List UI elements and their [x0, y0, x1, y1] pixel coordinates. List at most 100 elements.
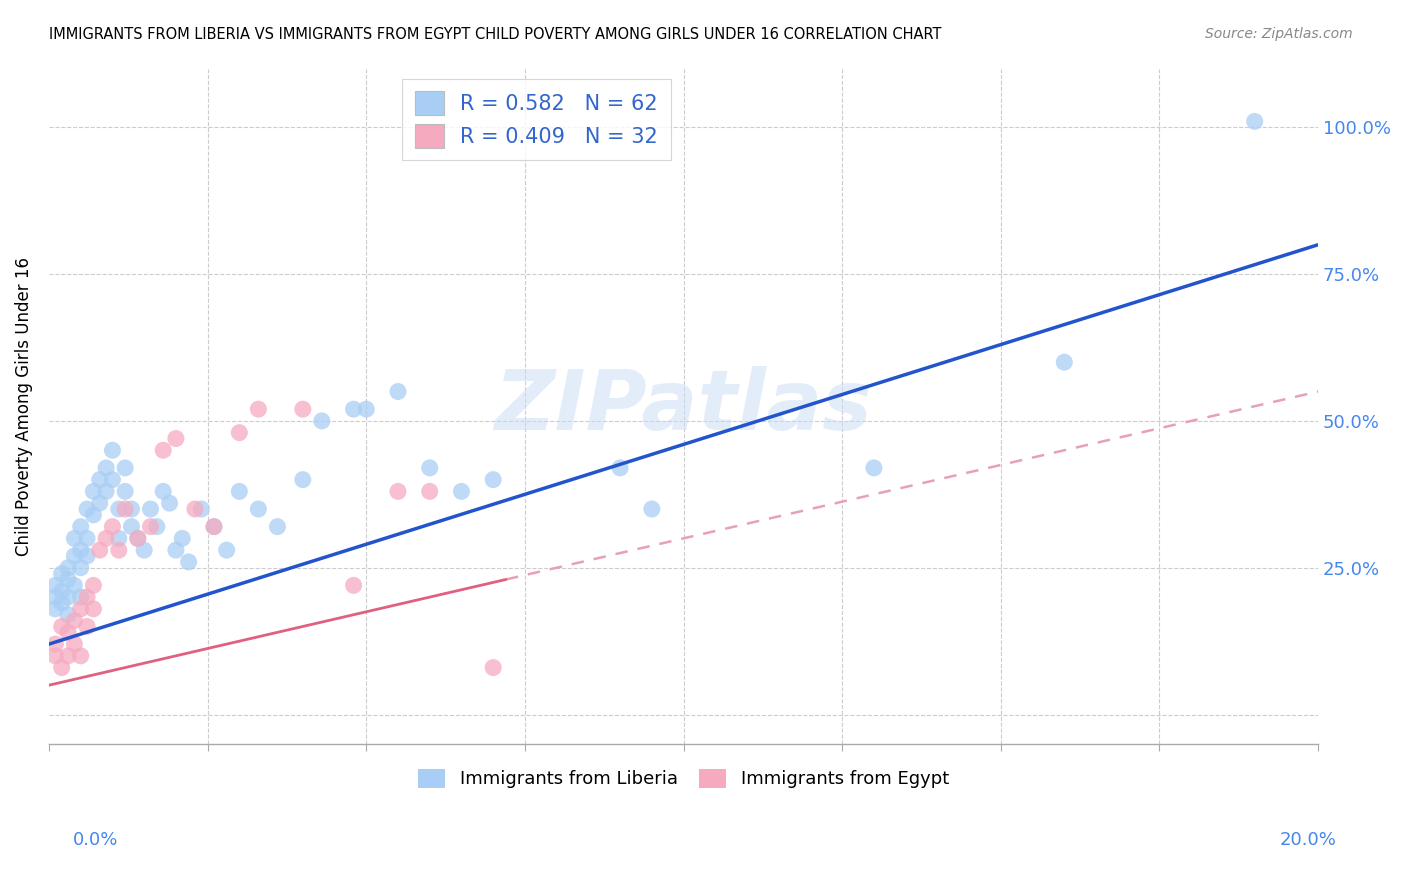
Point — [94, 484, 117, 499]
Point — [387, 384, 409, 399]
Point — [82, 508, 104, 522]
Point — [51, 584, 73, 599]
Point — [127, 532, 149, 546]
Point — [482, 660, 505, 674]
Point — [63, 578, 86, 592]
Point — [387, 484, 409, 499]
Point — [94, 461, 117, 475]
Point — [76, 590, 98, 604]
Point — [190, 502, 212, 516]
Point — [114, 461, 136, 475]
Point — [121, 502, 143, 516]
Point — [101, 519, 124, 533]
Point — [51, 566, 73, 581]
Point — [1053, 355, 1076, 369]
Point — [863, 461, 886, 475]
Point — [134, 543, 156, 558]
Point — [56, 590, 79, 604]
Point — [63, 637, 86, 651]
Point — [44, 590, 66, 604]
Point — [56, 625, 79, 640]
Point — [82, 484, 104, 499]
Point — [641, 502, 664, 516]
Point — [291, 402, 314, 417]
Point — [121, 519, 143, 533]
Point — [107, 532, 129, 546]
Point — [63, 614, 86, 628]
Point — [450, 484, 472, 499]
Point — [114, 502, 136, 516]
Point — [51, 596, 73, 610]
Y-axis label: Child Poverty Among Girls Under 16: Child Poverty Among Girls Under 16 — [15, 257, 32, 556]
Point — [152, 443, 174, 458]
Point — [44, 578, 66, 592]
Point — [56, 607, 79, 622]
Point — [127, 532, 149, 546]
Point — [419, 484, 441, 499]
Text: Source: ZipAtlas.com: Source: ZipAtlas.com — [1205, 27, 1353, 41]
Point — [342, 402, 364, 417]
Point — [342, 578, 364, 592]
Point — [202, 519, 225, 533]
Point — [89, 473, 111, 487]
Point — [247, 402, 270, 417]
Text: IMMIGRANTS FROM LIBERIA VS IMMIGRANTS FROM EGYPT CHILD POVERTY AMONG GIRLS UNDER: IMMIGRANTS FROM LIBERIA VS IMMIGRANTS FR… — [49, 27, 942, 42]
Point — [114, 484, 136, 499]
Point — [56, 560, 79, 574]
Point — [107, 543, 129, 558]
Point — [159, 496, 181, 510]
Point — [152, 484, 174, 499]
Point — [63, 532, 86, 546]
Point — [482, 473, 505, 487]
Point — [609, 461, 631, 475]
Text: ZIPatlas: ZIPatlas — [495, 366, 873, 447]
Point — [69, 602, 91, 616]
Point — [291, 473, 314, 487]
Point — [76, 549, 98, 563]
Point — [165, 543, 187, 558]
Point — [139, 519, 162, 533]
Point — [184, 502, 207, 516]
Point — [101, 443, 124, 458]
Point — [419, 461, 441, 475]
Point — [76, 502, 98, 516]
Point — [215, 543, 238, 558]
Point — [165, 432, 187, 446]
Text: 0.0%: 0.0% — [73, 831, 118, 849]
Point — [107, 502, 129, 516]
Point — [82, 578, 104, 592]
Point — [51, 660, 73, 674]
Point — [228, 425, 250, 440]
Point — [76, 532, 98, 546]
Point — [69, 648, 91, 663]
Point — [139, 502, 162, 516]
Point — [247, 502, 270, 516]
Point — [76, 619, 98, 633]
Point — [56, 648, 79, 663]
Point — [202, 519, 225, 533]
Point — [89, 543, 111, 558]
Point — [1243, 114, 1265, 128]
Text: 20.0%: 20.0% — [1279, 831, 1336, 849]
Point — [228, 484, 250, 499]
Point — [69, 590, 91, 604]
Point — [266, 519, 288, 533]
Point — [356, 402, 378, 417]
Point — [89, 496, 111, 510]
Point — [69, 560, 91, 574]
Point — [44, 648, 66, 663]
Point — [94, 532, 117, 546]
Point — [51, 619, 73, 633]
Point — [69, 519, 91, 533]
Point — [44, 602, 66, 616]
Point — [44, 637, 66, 651]
Point — [56, 573, 79, 587]
Point — [69, 543, 91, 558]
Point — [63, 549, 86, 563]
Point — [172, 532, 194, 546]
Point — [177, 555, 200, 569]
Legend: Immigrants from Liberia, Immigrants from Egypt: Immigrants from Liberia, Immigrants from… — [411, 762, 956, 796]
Point — [101, 473, 124, 487]
Point — [311, 414, 333, 428]
Point — [146, 519, 169, 533]
